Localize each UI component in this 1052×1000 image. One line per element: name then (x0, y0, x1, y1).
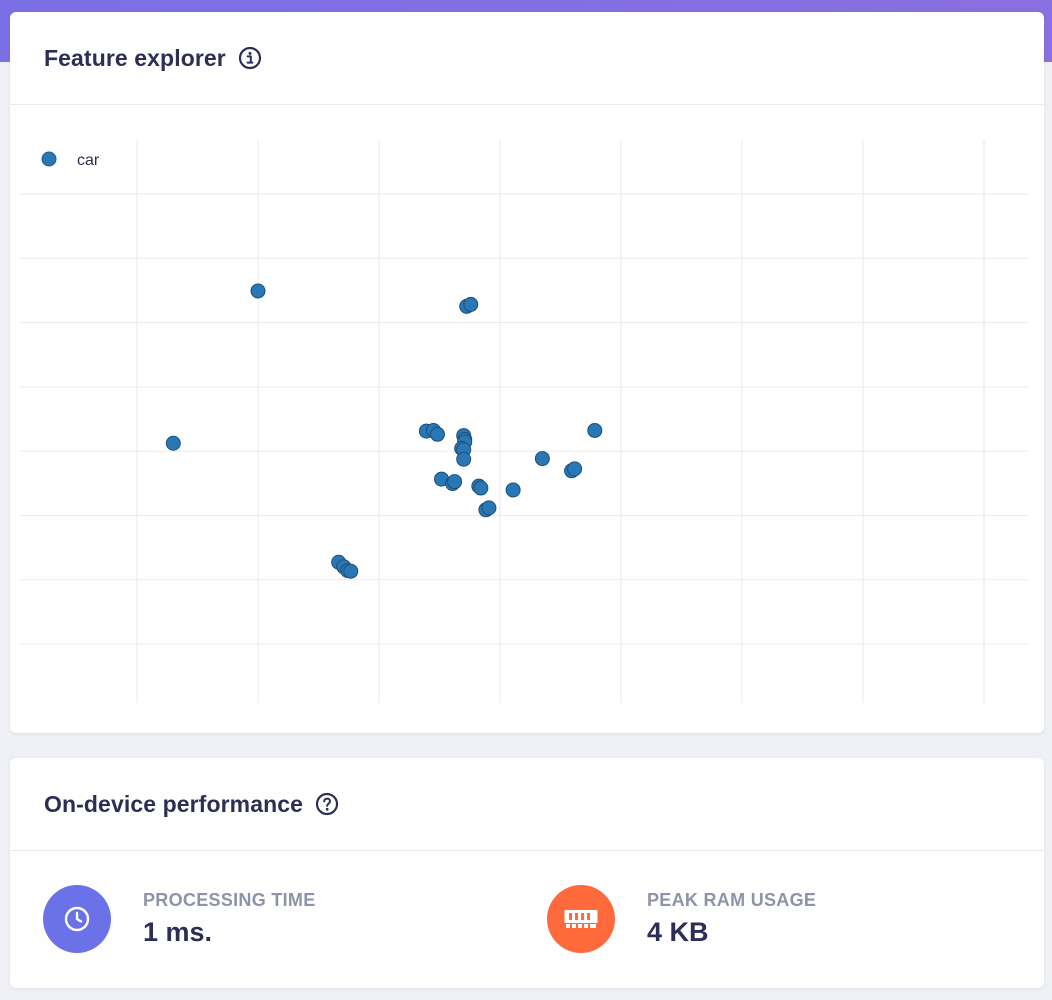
question-circle-icon[interactable] (315, 792, 339, 816)
scatter-point[interactable] (463, 296, 479, 312)
chart-grid (20, 140, 1028, 703)
scatter-point[interactable] (567, 461, 583, 477)
feature-explorer-card: Feature explorer car (10, 12, 1044, 733)
scatter-point[interactable] (250, 283, 266, 299)
performance-metrics: Processing time 1 ms. (10, 851, 1044, 988)
peak-ram-metric: Peak RAM usage 4 KB (547, 884, 816, 954)
on-device-performance-card: On-device performance Processing time 1 … (10, 758, 1044, 988)
peak-ram-value: 4 KB (647, 917, 709, 947)
processing-time-label: Processing time (143, 890, 316, 910)
scatter-point[interactable] (456, 451, 472, 467)
scatter-point[interactable] (534, 451, 550, 467)
chart-legend: car (41, 151, 100, 169)
legend-marker-car (41, 151, 57, 167)
scatter-point[interactable] (481, 500, 497, 516)
scatter-point[interactable] (587, 422, 603, 438)
feature-scatter-chart: car (10, 105, 1044, 733)
processing-time-metric: Processing time 1 ms. (43, 884, 316, 954)
feature-explorer-title: Feature explorer (44, 44, 226, 71)
performance-header: On-device performance (10, 758, 1044, 851)
memory-chip-icon (547, 885, 615, 953)
peak-ram-label: Peak RAM usage (647, 890, 817, 910)
feature-explorer-header: Feature explorer (10, 12, 1044, 105)
scatter-point[interactable] (505, 482, 521, 498)
processing-time-value: 1 ms. (143, 917, 213, 947)
clock-icon (43, 885, 111, 953)
scatter-point[interactable] (429, 426, 445, 442)
scatter-point[interactable] (343, 563, 359, 579)
performance-title: On-device performance (44, 790, 304, 817)
scatter-point[interactable] (447, 474, 463, 490)
scatter-point[interactable] (473, 480, 489, 496)
chart-points (165, 283, 603, 579)
legend-label-car: car (77, 152, 100, 169)
scatter-point[interactable] (165, 435, 181, 451)
info-circle-icon[interactable] (238, 46, 262, 70)
scatter-plot[interactable]: car (10, 105, 1044, 733)
